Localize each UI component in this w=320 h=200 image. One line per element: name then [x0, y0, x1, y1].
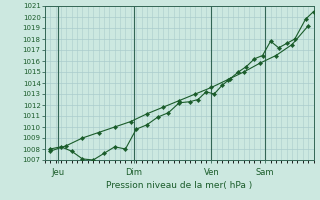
X-axis label: Pression niveau de la mer( hPa ): Pression niveau de la mer( hPa ) — [106, 181, 252, 190]
